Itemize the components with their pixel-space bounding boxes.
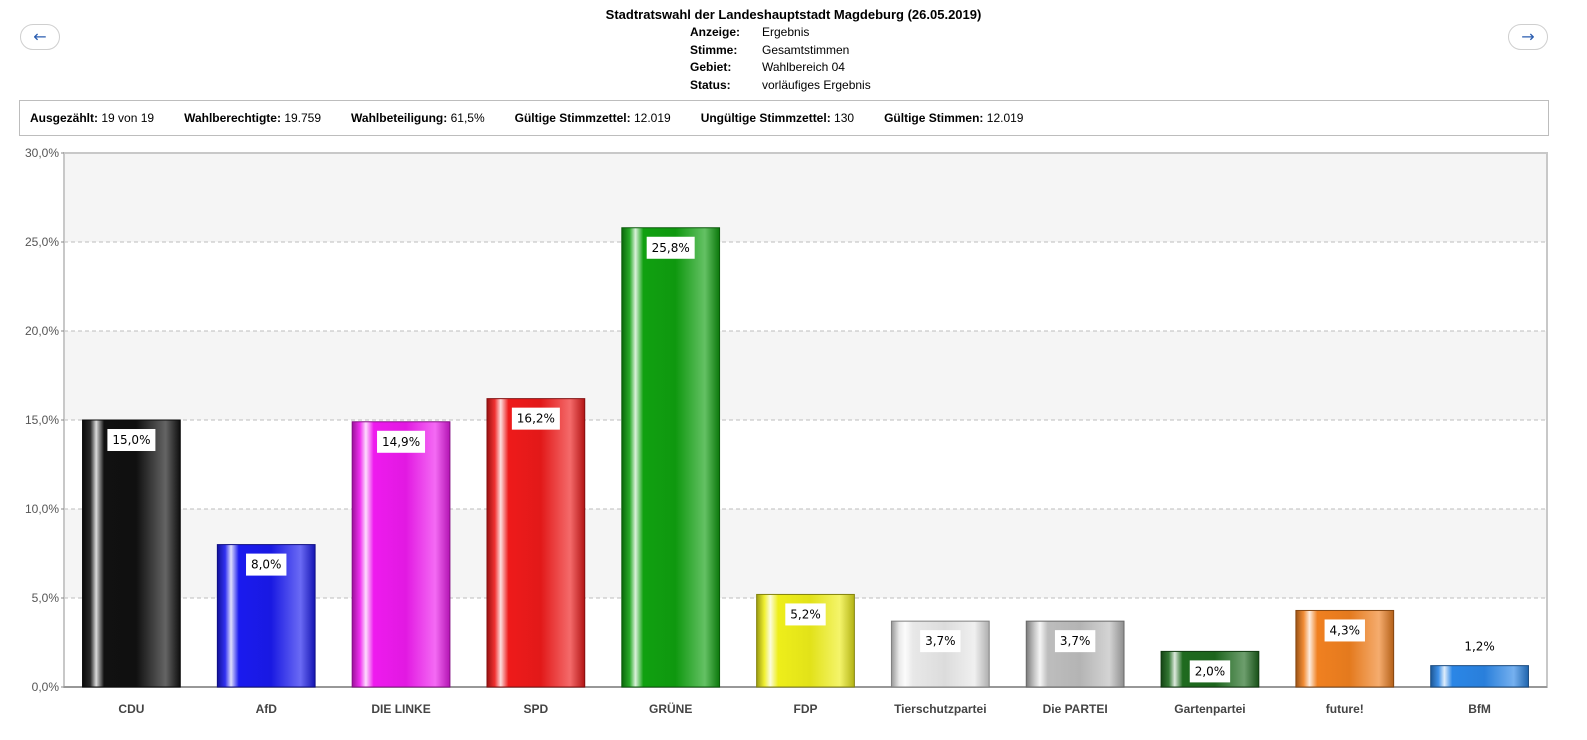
category-label: SPD — [524, 702, 549, 716]
chart-header: Stadtratswahl der Landeshauptstadt Magde… — [0, 6, 1587, 24]
stat-value: 130 — [834, 111, 855, 125]
category-label: AfD — [256, 702, 278, 716]
stat-value: 12.019 — [633, 111, 671, 125]
stat-wahlbeteiligung: Wahlbeteiligung: 61,5% — [351, 111, 485, 125]
stat-label: Ungültige Stimmzettel: — [700, 111, 831, 125]
meta-key: Gebiet: — [690, 60, 732, 74]
value-label: 4,3% — [1330, 623, 1361, 637]
meta-value: vorläufiges Ergebnis — [762, 77, 871, 92]
value-label: 25,8% — [652, 241, 690, 255]
stat-value: 19.759 — [284, 111, 322, 125]
y-tick-label: 10,0% — [25, 502, 59, 516]
value-label-box — [511, 407, 560, 430]
value-label: 1,2% — [1464, 640, 1495, 654]
stat-value: 12.019 — [986, 111, 1024, 125]
bar-cdu[interactable] — [82, 419, 181, 688]
stats-bar: Ausgezählt: 19 von 19 Wahlberechtigte: 1… — [19, 100, 1549, 136]
y-tick-label: 15,0% — [25, 413, 59, 427]
stat-label: Wahlberechtigte: — [184, 111, 281, 125]
next-button[interactable]: → — [1508, 24, 1548, 50]
value-label: 2,0% — [1195, 664, 1226, 678]
value-label-box — [377, 430, 426, 453]
y-tick-label: 30,0% — [25, 146, 59, 160]
value-label-box — [1324, 619, 1365, 642]
value-label-box — [246, 553, 287, 576]
y-tick-label: 25,0% — [25, 235, 59, 249]
value-label-box — [1189, 660, 1231, 683]
y-tick-label: 5,0% — [32, 591, 60, 605]
category-label: FDP — [794, 702, 818, 716]
meta-key: Anzeige: — [690, 25, 741, 39]
category-label: Tierschutzpartei — [894, 702, 986, 716]
previous-button[interactable]: ← — [20, 24, 60, 50]
meta-row-stimme: Stimme: Gesamtstimmen — [690, 42, 871, 60]
value-label-box — [1054, 630, 1096, 653]
meta-row-status: Status: vorläufiges Ergebnis — [690, 77, 871, 95]
value-label: 16,2% — [517, 412, 555, 426]
stat-gueltige-stimmen: Gültige Stimmen: 12.019 — [884, 111, 1023, 125]
value-label: 8,0% — [251, 558, 282, 572]
value-label-box — [785, 603, 826, 626]
meta-key: Status: — [690, 77, 731, 92]
meta-row-gebiet: Gebiet: Wahlbereich 04 — [690, 59, 871, 77]
bar-die-linke[interactable] — [351, 421, 451, 688]
stat-wahlberechtigte: Wahlberechtigte: 19.759 — [184, 111, 321, 125]
stat-value: 19 von 19 — [101, 111, 155, 125]
value-label-box — [920, 630, 961, 653]
stat-ungueltige-stimmzettel: Ungültige Stimmzettel: 130 — [701, 111, 854, 125]
bar-grüne[interactable] — [621, 227, 721, 688]
stat-value: 61,5% — [450, 111, 485, 125]
value-label: 3,7% — [925, 634, 956, 648]
category-label: DIE LINKE — [371, 702, 430, 716]
value-label: 5,2% — [790, 607, 821, 621]
value-label: 14,9% — [382, 435, 420, 449]
y-tick-label: 0,0% — [32, 680, 60, 694]
category-label: GRÜNE — [649, 701, 692, 716]
value-label-box — [646, 236, 695, 259]
category-label: CDU — [118, 702, 144, 716]
stat-gueltige-stimmzettel: Gültige Stimmzettel: 12.019 — [515, 111, 671, 125]
meta-table: Anzeige: Ergebnis Stimme: Gesamtstimmen … — [690, 24, 871, 94]
value-label-box — [107, 429, 156, 451]
stat-label: Wahlbeteiligung: — [351, 111, 448, 125]
meta-value: Wahlbereich 04 — [762, 60, 845, 74]
category-label: BfM — [1468, 702, 1491, 716]
chart-title: Stadtratswahl der Landeshauptstadt Magde… — [605, 7, 982, 22]
meta-key: Stimme: — [690, 42, 738, 57]
category-label: Die PARTEI — [1043, 702, 1108, 716]
stat-label: Ausgezählt: — [30, 111, 99, 125]
stat-label: Gültige Stimmen: — [884, 111, 984, 125]
bar-bfm[interactable] — [1430, 665, 1529, 688]
stat-ausgezaehlt: Ausgezählt: 19 von 19 — [30, 111, 154, 125]
category-label: future! — [1326, 702, 1364, 716]
value-label: 3,7% — [1060, 634, 1091, 648]
meta-row-anzeige: Anzeige: Ergebnis — [690, 24, 871, 42]
meta-value: Ergebnis — [762, 25, 810, 39]
bar-spd[interactable] — [486, 398, 586, 688]
stat-label: Gültige Stimmzettel: — [514, 111, 631, 125]
grid-band — [64, 153, 1547, 242]
y-tick-label: 20,0% — [25, 324, 59, 338]
grid-band — [64, 331, 1547, 420]
value-label: 15,0% — [112, 433, 150, 447]
category-label: Gartenpartei — [1174, 702, 1245, 716]
meta-value: Gesamtstimmen — [762, 42, 850, 57]
